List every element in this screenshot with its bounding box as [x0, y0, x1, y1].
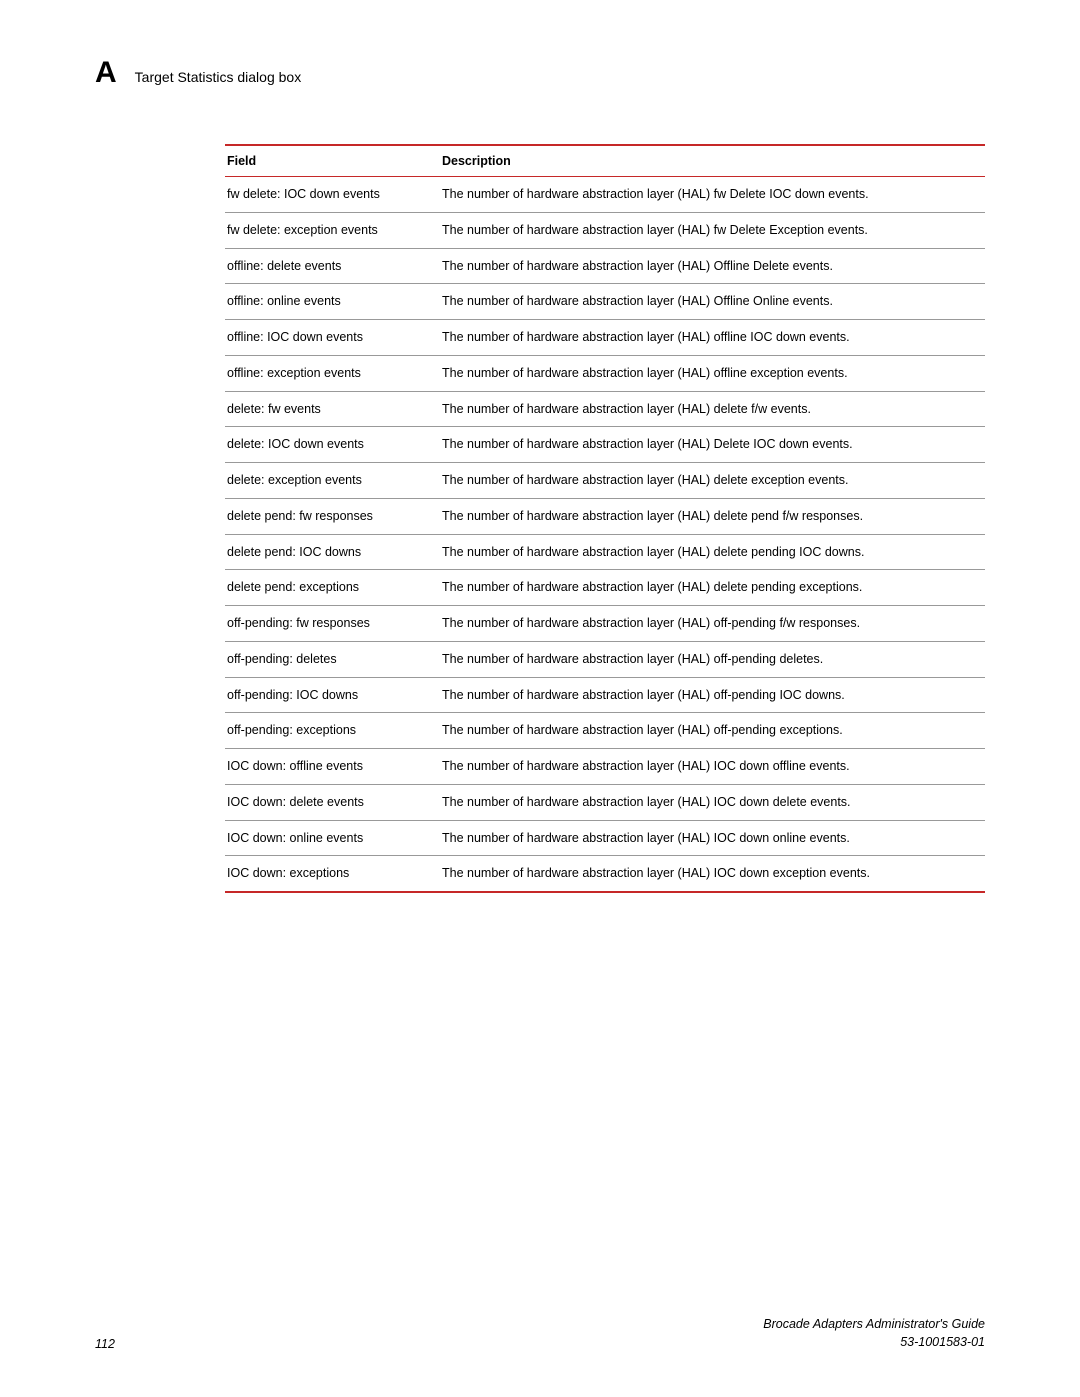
cell-field: off-pending: IOC downs	[225, 677, 440, 713]
table-row: offline: exception eventsThe number of h…	[225, 355, 985, 391]
cell-description: The number of hardware abstraction layer…	[440, 641, 985, 677]
cell-description: The number of hardware abstraction layer…	[440, 391, 985, 427]
table-row: offline: online eventsThe number of hard…	[225, 284, 985, 320]
cell-field: offline: delete events	[225, 248, 440, 284]
cell-field: fw delete: exception events	[225, 212, 440, 248]
table-row: off-pending: deletesThe number of hardwa…	[225, 641, 985, 677]
cell-description: The number of hardware abstraction layer…	[440, 749, 985, 785]
table-row: delete: IOC down eventsThe number of har…	[225, 427, 985, 463]
table-row: off-pending: IOC downsThe number of hard…	[225, 677, 985, 713]
cell-description: The number of hardware abstraction layer…	[440, 284, 985, 320]
page: A Target Statistics dialog box Field Des…	[0, 0, 1080, 1397]
cell-description: The number of hardware abstraction layer…	[440, 320, 985, 356]
table-row: offline: IOC down eventsThe number of ha…	[225, 320, 985, 356]
cell-description: The number of hardware abstraction layer…	[440, 177, 985, 213]
cell-field: IOC down: exceptions	[225, 856, 440, 892]
cell-field: delete: IOC down events	[225, 427, 440, 463]
cell-description: The number of hardware abstraction layer…	[440, 355, 985, 391]
table-row: offline: delete eventsThe number of hard…	[225, 248, 985, 284]
table-row: delete: exception eventsThe number of ha…	[225, 463, 985, 499]
cell-field: delete pend: IOC downs	[225, 534, 440, 570]
appendix-letter: A	[95, 58, 117, 88]
cell-field: delete: fw events	[225, 391, 440, 427]
cell-description: The number of hardware abstraction layer…	[440, 212, 985, 248]
table-row: delete pend: fw responsesThe number of h…	[225, 498, 985, 534]
cell-description: The number of hardware abstraction layer…	[440, 784, 985, 820]
cell-field: off-pending: fw responses	[225, 606, 440, 642]
page-number: 112	[95, 1337, 115, 1351]
cell-field: delete pend: exceptions	[225, 570, 440, 606]
cell-field: offline: exception events	[225, 355, 440, 391]
table-row: IOC down: online eventsThe number of har…	[225, 820, 985, 856]
page-header: A Target Statistics dialog box	[95, 58, 985, 88]
cell-field: offline: online events	[225, 284, 440, 320]
cell-field: off-pending: deletes	[225, 641, 440, 677]
cell-description: The number of hardware abstraction layer…	[440, 820, 985, 856]
table-row: off-pending: exceptionsThe number of har…	[225, 713, 985, 749]
cell-field: delete pend: fw responses	[225, 498, 440, 534]
doc-number: 53-1001583-01	[763, 1334, 985, 1352]
cell-description: The number of hardware abstraction layer…	[440, 463, 985, 499]
cell-description: The number of hardware abstraction layer…	[440, 570, 985, 606]
table-row: IOC down: exceptionsThe number of hardwa…	[225, 856, 985, 892]
cell-field: offline: IOC down events	[225, 320, 440, 356]
table-row: IOC down: offline eventsThe number of ha…	[225, 749, 985, 785]
page-footer: 112 Brocade Adapters Administrator's Gui…	[95, 1316, 985, 1351]
table-row: fw delete: exception eventsThe number of…	[225, 212, 985, 248]
table-body: fw delete: IOC down eventsThe number of …	[225, 177, 985, 893]
cell-description: The number of hardware abstraction layer…	[440, 677, 985, 713]
table-row: fw delete: IOC down eventsThe number of …	[225, 177, 985, 213]
cell-field: IOC down: offline events	[225, 749, 440, 785]
table-row: off-pending: fw responsesThe number of h…	[225, 606, 985, 642]
section-title: Target Statistics dialog box	[135, 69, 302, 85]
cell-description: The number of hardware abstraction layer…	[440, 427, 985, 463]
cell-field: off-pending: exceptions	[225, 713, 440, 749]
guide-title: Brocade Adapters Administrator's Guide	[763, 1316, 985, 1334]
cell-description: The number of hardware abstraction layer…	[440, 248, 985, 284]
cell-field: IOC down: online events	[225, 820, 440, 856]
col-header-description: Description	[440, 145, 985, 177]
table-row: IOC down: delete eventsThe number of har…	[225, 784, 985, 820]
cell-description: The number of hardware abstraction layer…	[440, 606, 985, 642]
cell-field: fw delete: IOC down events	[225, 177, 440, 213]
col-header-field: Field	[225, 145, 440, 177]
table-row: delete pend: IOC downsThe number of hard…	[225, 534, 985, 570]
cell-description: The number of hardware abstraction layer…	[440, 713, 985, 749]
cell-description: The number of hardware abstraction layer…	[440, 498, 985, 534]
cell-description: The number of hardware abstraction layer…	[440, 534, 985, 570]
table-row: delete pend: exceptionsThe number of har…	[225, 570, 985, 606]
footer-right: Brocade Adapters Administrator's Guide 5…	[763, 1316, 985, 1351]
table-header-row: Field Description	[225, 145, 985, 177]
cell-field: delete: exception events	[225, 463, 440, 499]
cell-field: IOC down: delete events	[225, 784, 440, 820]
statistics-table: Field Description fw delete: IOC down ev…	[225, 144, 985, 893]
statistics-table-wrap: Field Description fw delete: IOC down ev…	[225, 144, 985, 893]
table-row: delete: fw eventsThe number of hardware …	[225, 391, 985, 427]
cell-description: The number of hardware abstraction layer…	[440, 856, 985, 892]
